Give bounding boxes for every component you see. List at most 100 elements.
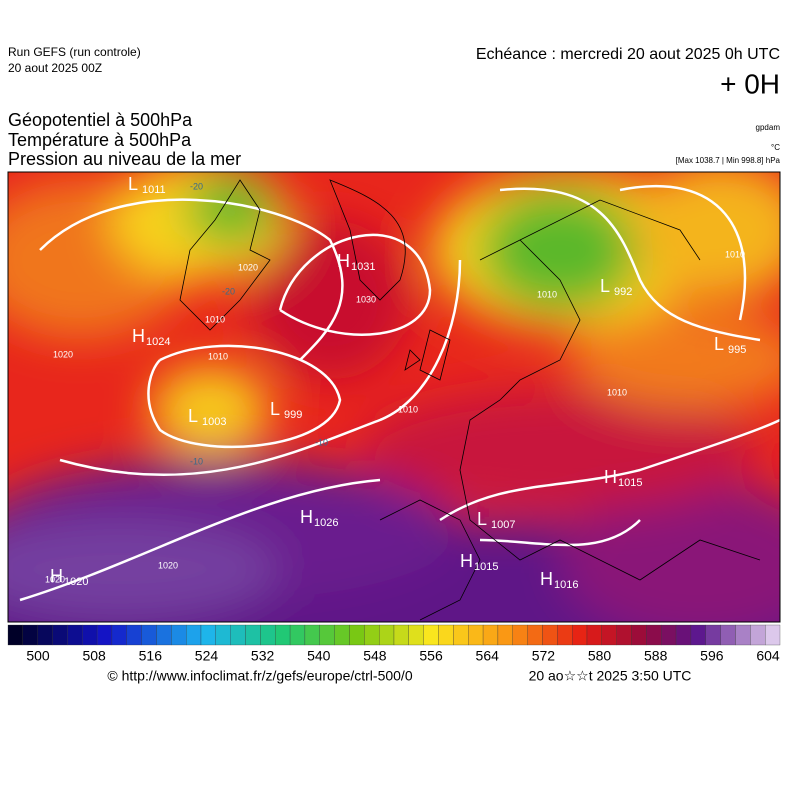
- colorbar-swatch: [497, 624, 513, 646]
- contour-label: 1030: [356, 294, 376, 304]
- colorbar-swatch: [289, 624, 306, 646]
- colorbar-swatch: [7, 624, 23, 646]
- colorbar-swatch: [453, 624, 469, 646]
- colorbar-swatch: [765, 624, 781, 646]
- contour-label: 1010: [607, 387, 627, 397]
- colorbar-swatch: [482, 624, 499, 646]
- colorbar-tick-label: 540: [307, 648, 331, 664]
- contour-label: -20: [222, 286, 235, 296]
- source-url: © http://www.infoclimat.fr/z/gefs/europe…: [107, 668, 412, 684]
- center-value: 1024: [146, 336, 170, 348]
- colorbar-tick-label: 596: [700, 648, 724, 664]
- center-value: 992: [614, 286, 632, 298]
- colorbar-swatch: [735, 624, 751, 646]
- contour-label: -20: [190, 181, 203, 191]
- contour-label: -10: [315, 437, 328, 447]
- center-value: 999: [284, 409, 302, 421]
- colorbar-tick-label: 508: [82, 648, 106, 664]
- colorbar-swatch: [186, 624, 202, 646]
- map-frame: [7, 171, 781, 623]
- colorbar-swatch: [111, 624, 127, 646]
- run-label: Run GEFS (run controle): [8, 45, 141, 59]
- colorbar-tick-label: 572: [532, 648, 556, 664]
- colorbar-swatch: [22, 624, 38, 646]
- contour-label: 1010: [205, 314, 225, 324]
- colorbar-swatch: [750, 624, 766, 646]
- pressure-center: H 1015: [460, 551, 498, 573]
- pressure-center: H 1024: [132, 326, 170, 348]
- colorbar-swatch: [230, 624, 246, 646]
- center-letter: H: [540, 569, 553, 589]
- colorbar-swatch: [572, 624, 588, 646]
- colorbar-swatch: [171, 624, 187, 646]
- colorbar-swatch: [586, 624, 602, 646]
- colorbar-swatch: [690, 624, 706, 646]
- colorbar-swatch: [661, 624, 677, 646]
- colorbar-tick-label: 516: [139, 648, 163, 664]
- run-date: 20 aout 2025 00Z: [8, 61, 102, 75]
- field-label: Température à 500hPa: [8, 130, 192, 150]
- center-letter: H: [604, 467, 617, 487]
- unit-label: °C: [771, 143, 780, 152]
- center-value: 1003: [202, 416, 226, 428]
- contour-label: 1020: [238, 262, 258, 272]
- contour-label: 1010: [398, 404, 418, 414]
- center-value: 1011: [142, 184, 166, 196]
- colorbar-swatch: [720, 624, 736, 646]
- colorbar-tick-label: 500: [26, 648, 50, 664]
- colorbar-swatch: [304, 624, 320, 646]
- center-value: 1015: [474, 561, 498, 573]
- colorbar-swatch: [631, 624, 647, 646]
- pressure-center: H 1016: [540, 569, 578, 591]
- colorbar-tick-label: 604: [756, 648, 780, 664]
- colorbar-swatch: [96, 624, 113, 646]
- contour-label: 1010: [208, 351, 228, 361]
- center-letter: L: [188, 406, 198, 426]
- colorbar-swatch: [423, 624, 439, 646]
- pressure-center: L 1011: [128, 174, 166, 196]
- colorbar-tick-label: 548: [363, 648, 387, 664]
- colorbar-swatch: [245, 624, 261, 646]
- pressure-center: L 999: [270, 399, 302, 421]
- pressure-center: H 1015: [604, 467, 642, 489]
- pressure-center: L 995: [714, 334, 746, 356]
- colorbar-swatch: [126, 624, 142, 646]
- colorbar-swatch: [349, 624, 365, 646]
- colorbar-swatch: [557, 624, 573, 646]
- colorbar-swatch: [527, 624, 543, 646]
- center-value: 1031: [351, 261, 375, 273]
- colorbar-swatch: [141, 624, 157, 646]
- center-value: 1016: [554, 579, 578, 591]
- colorbar-swatch: [542, 624, 558, 646]
- colorbar-swatch: [260, 624, 276, 646]
- lead-time: + 0H: [720, 68, 780, 99]
- colorbar-tick-label: 532: [251, 648, 275, 664]
- forecast-time: Echéance : mercredi 20 aout 2025 0h UTC: [476, 46, 780, 63]
- colorbar-swatch: [319, 624, 335, 646]
- center-letter: H: [132, 326, 145, 346]
- center-value: 1007: [491, 519, 515, 531]
- colorbar-swatch: [67, 624, 83, 646]
- center-letter: L: [270, 399, 280, 419]
- colorbar-swatch: [82, 624, 98, 646]
- colorbar-swatch: [408, 624, 424, 646]
- colorbar-swatch: [616, 624, 632, 646]
- pressure-center: H 1026: [300, 507, 338, 529]
- colorbar-swatch: [675, 624, 692, 646]
- colorbar-swatch: [512, 624, 528, 646]
- colorbar-swatch: [37, 624, 53, 646]
- colorbar-tick-label: 580: [588, 648, 612, 664]
- colorbar-swatch: [275, 624, 291, 646]
- colorbar-swatch: [364, 624, 380, 646]
- contour-label: 1010: [537, 289, 557, 299]
- center-letter: H: [300, 507, 313, 527]
- colorbar-swatch: [468, 624, 484, 646]
- field-label: Pression au niveau de la mer: [8, 149, 241, 169]
- contour-label: 1020: [53, 349, 73, 359]
- colorbar-swatch: [334, 624, 350, 646]
- colorbar-swatch: [215, 624, 231, 646]
- center-value: 1020: [64, 576, 88, 588]
- pressure-center: L 992: [600, 276, 632, 298]
- unit-label: gpdam: [756, 123, 781, 132]
